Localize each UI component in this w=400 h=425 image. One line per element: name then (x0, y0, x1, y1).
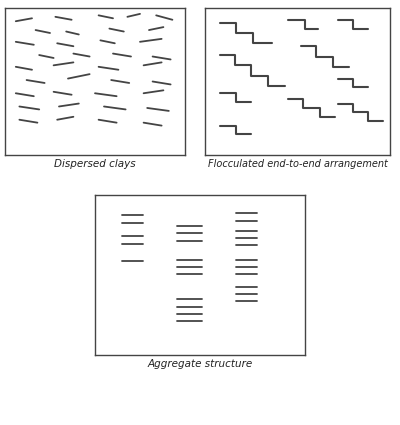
Text: Dispersed clays: Dispersed clays (54, 159, 136, 169)
Text: Flocculated end-to-end arrangement: Flocculated end-to-end arrangement (208, 159, 388, 169)
Text: Aggregate structure: Aggregate structure (147, 359, 253, 369)
